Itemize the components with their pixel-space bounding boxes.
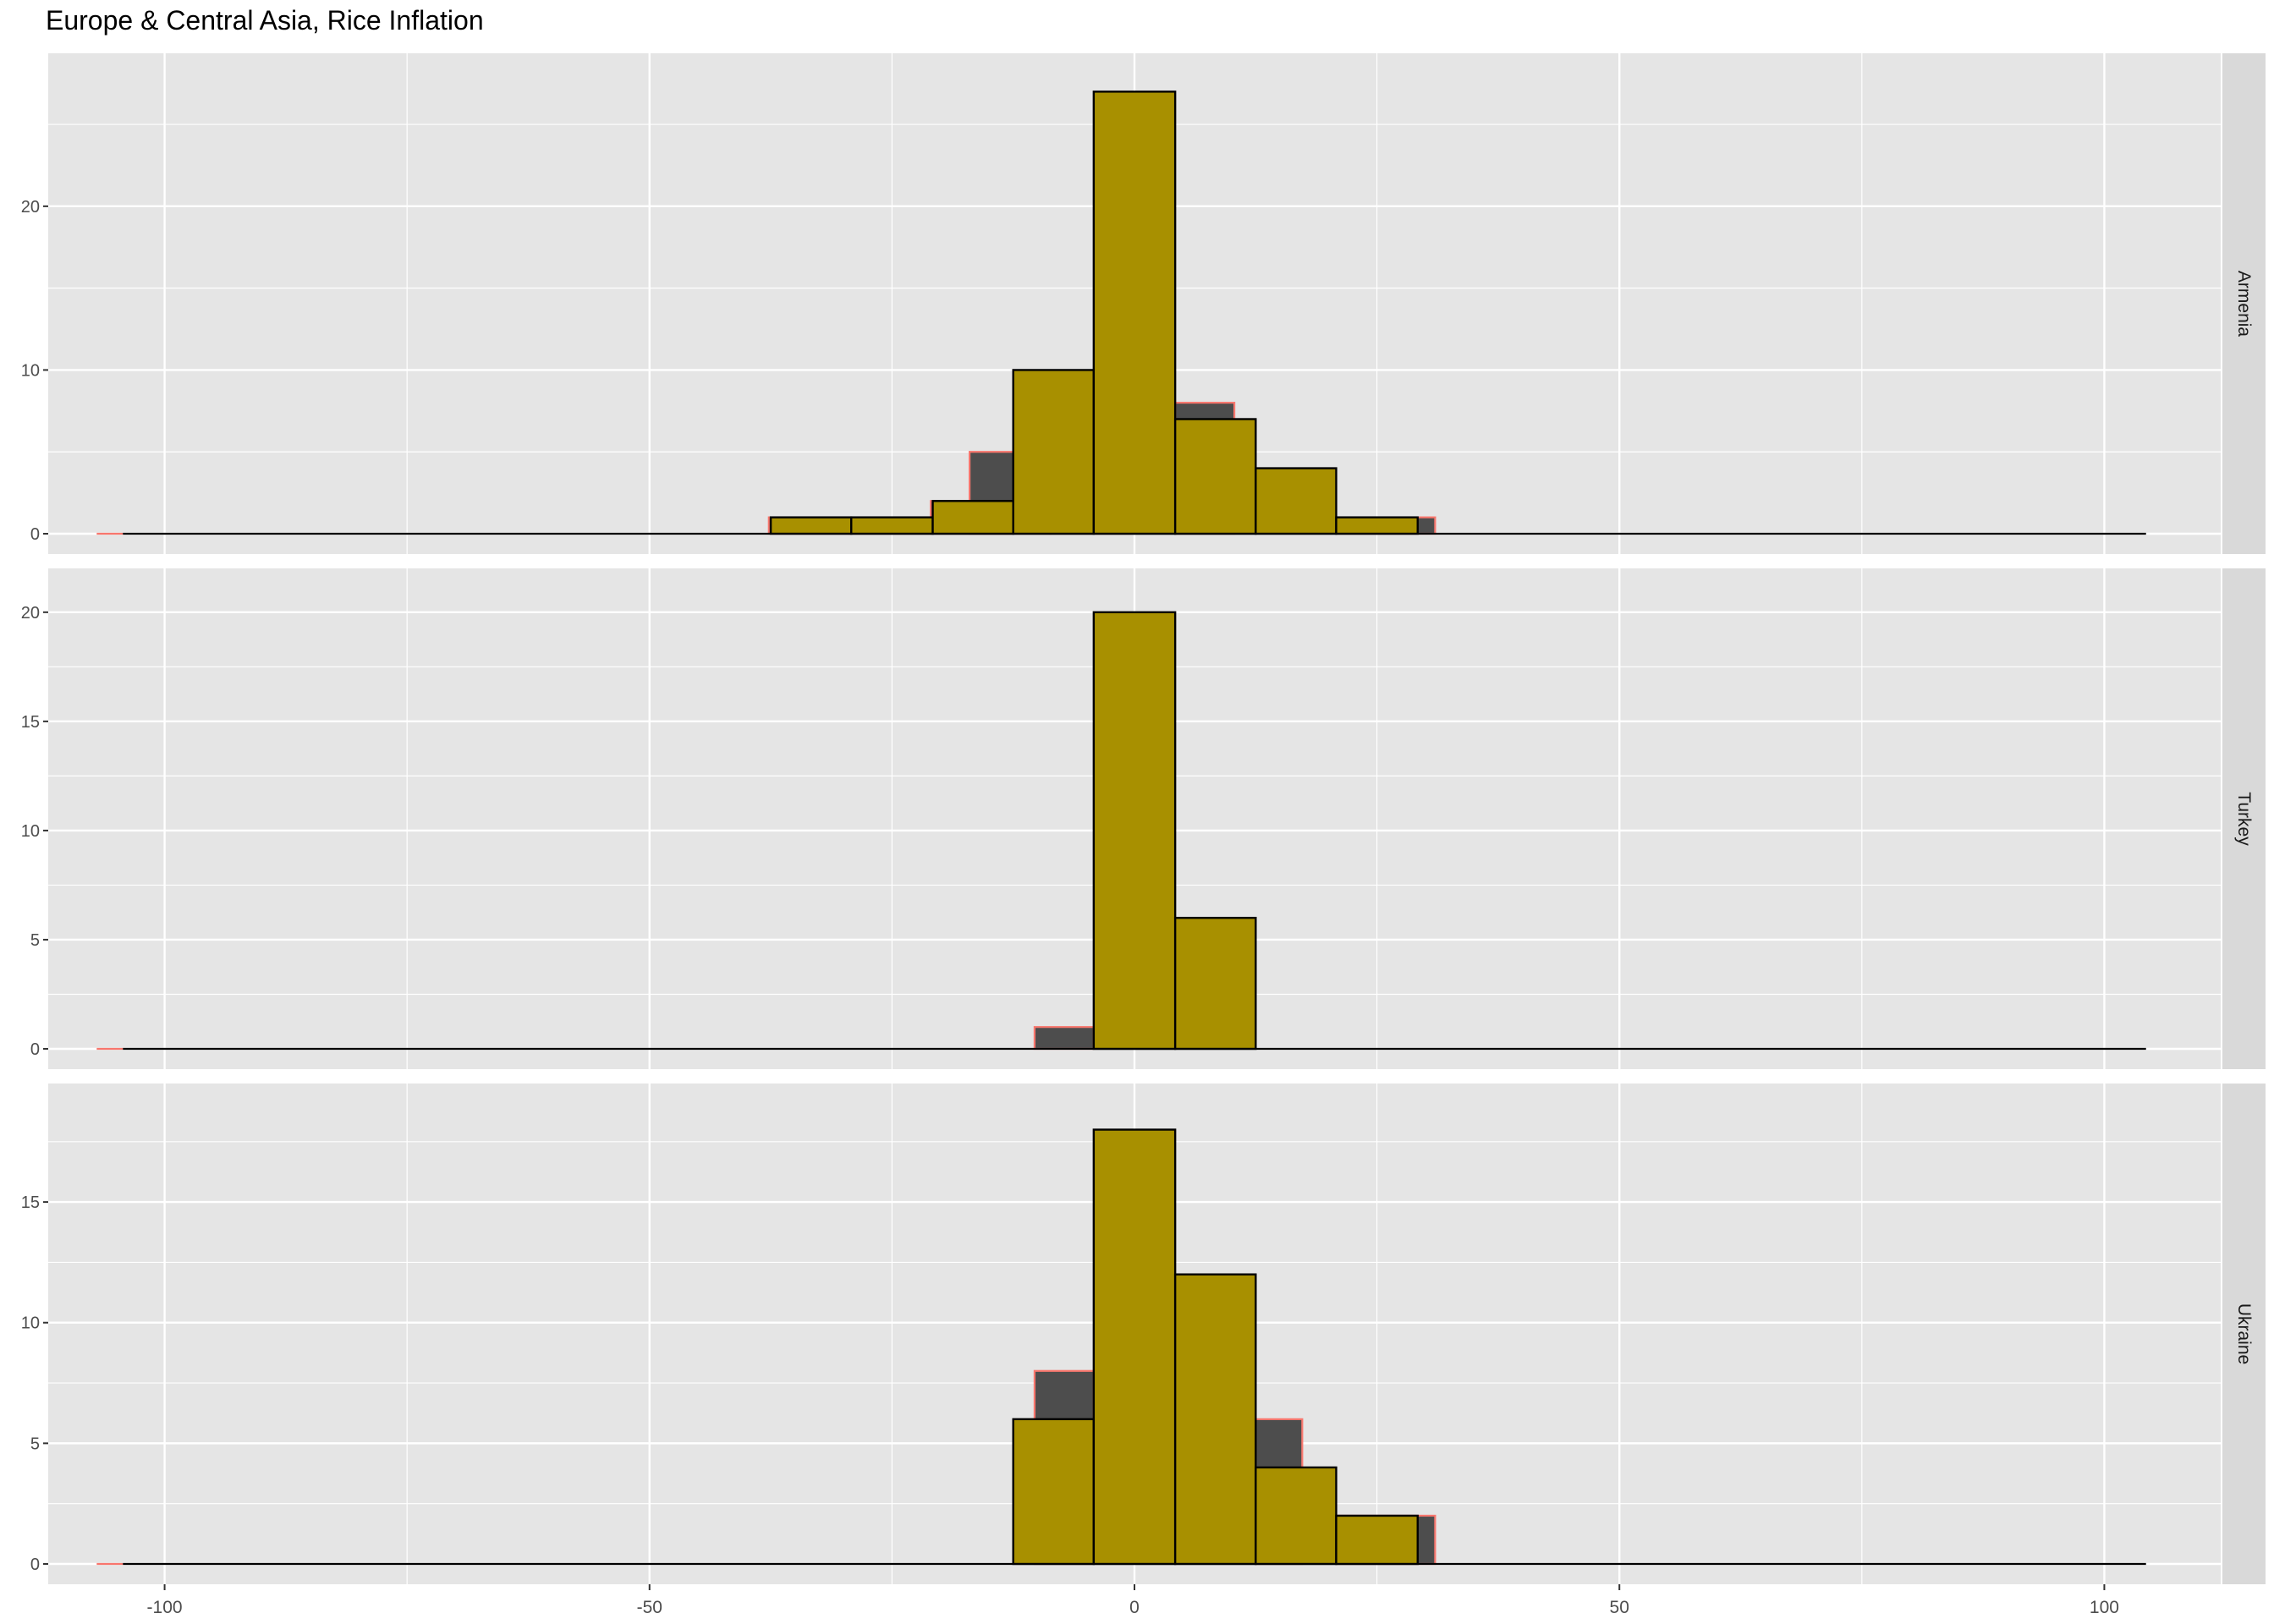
front-histogram-bar (1173, 916, 1257, 1051)
facet-strip-label: Ukraine (2234, 1303, 2254, 1364)
front-histogram-bar (1092, 1128, 1177, 1566)
front-histogram-bar (1173, 1273, 1257, 1566)
facet-strip-ukraine (2222, 1084, 2266, 1584)
facet-strip-armenia (2222, 53, 2266, 554)
front-histogram-bar (1012, 1418, 1096, 1566)
x-tick-label: 0 (1129, 1598, 1140, 1617)
y-tick-label: 10 (21, 361, 40, 380)
x-tick-label: -50 (637, 1598, 662, 1617)
y-tick-label: 5 (30, 1435, 40, 1453)
x-tick-label: 100 (2090, 1598, 2119, 1617)
y-tick-label: 5 (30, 931, 40, 950)
y-tick-label: 20 (21, 198, 40, 217)
front-histogram-bar (1335, 1514, 1419, 1566)
front-histogram-bar (1092, 91, 1177, 535)
front-histogram-bar (931, 500, 1014, 535)
y-tick-label: 0 (30, 1040, 40, 1059)
y-tick-label: 15 (21, 1193, 40, 1212)
facet-strip-label: Armenia (2234, 271, 2254, 337)
front-histogram-bar (850, 516, 934, 535)
facet-strip-turkey (2222, 568, 2266, 1069)
x-tick-label: -100 (147, 1598, 183, 1617)
facet-strip-label: Turkey (2234, 792, 2254, 846)
chart-title: Europe & Central Asia, Rice Inflation (46, 5, 484, 36)
front-histogram-bar (1012, 369, 1096, 535)
front-histogram-bar (1173, 418, 1257, 535)
front-histogram-bar (1255, 467, 1337, 535)
y-tick-label: 10 (21, 1314, 40, 1333)
front-histogram-bar (769, 516, 853, 535)
front-histogram-bar (1255, 1466, 1337, 1566)
y-tick-label: 15 (21, 713, 40, 732)
x-tick-label: 50 (1610, 1598, 1629, 1617)
front-histogram-bar (1092, 611, 1177, 1051)
front-histogram-bar (1335, 516, 1419, 535)
y-tick-label: 0 (30, 525, 40, 544)
y-tick-label: 0 (30, 1555, 40, 1574)
y-tick-label: 20 (21, 604, 40, 623)
back-histogram-bar (1033, 1026, 1095, 1051)
y-tick-label: 10 (21, 822, 40, 841)
